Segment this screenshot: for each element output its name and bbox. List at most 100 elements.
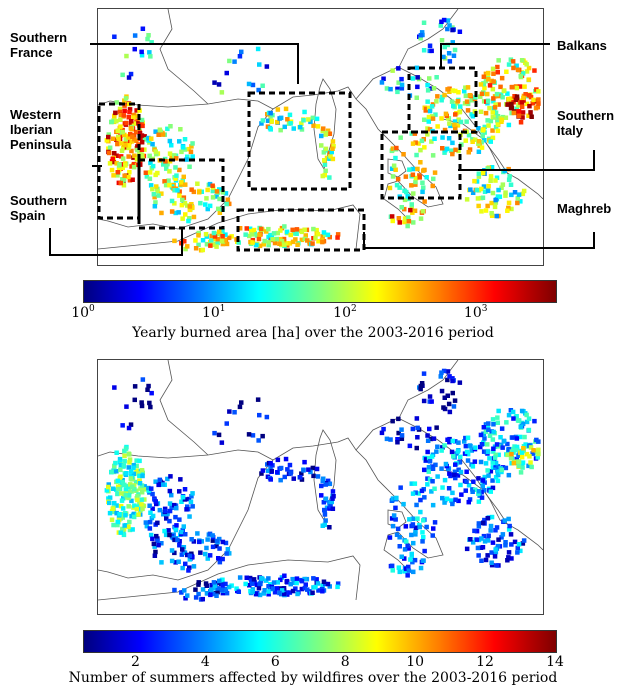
fire-pixel	[204, 196, 209, 201]
fire-pixel	[128, 482, 133, 487]
fire-pixel	[456, 90, 461, 95]
fire-pixel	[132, 487, 137, 492]
fire-pixel	[388, 86, 393, 92]
fire-pixel	[469, 98, 474, 103]
fire-pixel	[227, 409, 232, 414]
fire-pixel	[110, 506, 115, 511]
fire-pixel	[217, 546, 222, 551]
fire-pixel	[450, 140, 455, 146]
fire-pixel	[486, 421, 491, 426]
box-southern-spain	[137, 158, 225, 230]
fire-pixel	[328, 154, 333, 159]
fire-pixel	[492, 105, 498, 110]
fire-pixel	[456, 467, 461, 472]
fire-pixel	[193, 595, 199, 600]
fire-pixel	[479, 495, 485, 500]
fire-pixel	[476, 141, 481, 146]
fire-pixel	[510, 59, 516, 64]
fire-pixel	[142, 484, 147, 489]
fire-pixel	[135, 497, 140, 503]
fire-pixel	[131, 164, 137, 170]
fire-pixel	[120, 129, 125, 135]
fire-pixel	[132, 33, 138, 38]
fire-pixel	[167, 169, 172, 174]
fire-pixel	[485, 553, 490, 558]
fire-pixel	[150, 506, 155, 511]
fire-pixel	[473, 487, 478, 492]
fire-pixel	[154, 533, 159, 539]
fire-pixel	[535, 455, 540, 460]
fire-pixel	[503, 115, 509, 120]
fire-pixel	[467, 443, 473, 448]
fire-pixel	[122, 132, 127, 138]
fire-pixel	[503, 540, 508, 545]
fire-pixel	[467, 93, 473, 98]
fire-pixel	[180, 547, 185, 552]
fire-pixel	[520, 191, 526, 197]
fire-pixel	[399, 427, 404, 432]
fire-pixel	[122, 173, 127, 178]
fire-pixel	[389, 516, 395, 521]
fire-pixel	[530, 451, 536, 456]
fire-pixel	[219, 238, 225, 244]
fire-pixel	[511, 416, 516, 421]
fire-pixel	[513, 97, 519, 103]
fire-pixel	[489, 550, 494, 555]
fire-pixel	[130, 177, 135, 182]
fire-pixel	[419, 381, 425, 386]
fire-pixel	[183, 561, 188, 567]
fire-pixel	[131, 465, 136, 470]
fire-pixel	[393, 155, 398, 161]
fire-pixel	[142, 147, 147, 152]
fire-pixel	[514, 444, 520, 450]
fire-pixel	[469, 448, 474, 453]
fire-pixel	[331, 494, 336, 499]
fire-pixel	[517, 84, 523, 89]
fire-pixel	[520, 465, 525, 470]
fire-pixel	[441, 17, 447, 23]
fire-pixel	[169, 558, 175, 564]
fire-pixel	[410, 516, 416, 521]
fire-pixel	[163, 508, 168, 514]
fire-pixel	[409, 183, 414, 188]
fire-pixel	[515, 550, 520, 555]
fire-pixel	[505, 102, 510, 107]
fire-pixel	[431, 436, 437, 441]
fire-pixel	[301, 468, 306, 473]
fire-pixel	[271, 231, 277, 236]
fire-pixel	[147, 526, 153, 531]
fire-pixel	[250, 581, 255, 586]
fire-pixel	[508, 532, 514, 537]
fire-pixel	[117, 459, 123, 465]
fire-pixel	[303, 233, 308, 238]
fire-pixel	[520, 460, 526, 465]
fire-pixel	[491, 79, 496, 84]
fire-pixel	[139, 152, 144, 157]
fire-pixel	[177, 517, 182, 522]
fire-pixel	[424, 106, 429, 112]
fire-pixel	[151, 541, 157, 547]
fire-pixel	[444, 496, 450, 501]
fire-pixel	[275, 230, 280, 236]
fire-pixel	[174, 173, 179, 178]
wildfire-summers-tick: 14	[546, 654, 564, 670]
fire-pixel	[464, 479, 469, 484]
fire-pixel	[394, 495, 399, 501]
fire-pixel	[480, 195, 486, 200]
fire-pixel	[207, 553, 213, 558]
fire-pixel	[172, 153, 177, 158]
fire-pixel	[198, 200, 203, 206]
fire-pixel	[411, 220, 416, 225]
fire-pixel	[167, 508, 173, 514]
fire-pixel	[128, 132, 133, 137]
fire-pixel	[530, 100, 536, 106]
fire-pixel	[490, 114, 496, 120]
fire-pixel	[164, 166, 169, 171]
fire-pixel	[118, 462, 124, 468]
fire-pixel	[153, 479, 158, 484]
fire-pixel	[491, 429, 496, 435]
fire-pixel	[274, 586, 279, 591]
fire-pixel	[327, 156, 332, 161]
fire-pixel	[120, 72, 125, 78]
fire-pixel	[165, 126, 170, 132]
